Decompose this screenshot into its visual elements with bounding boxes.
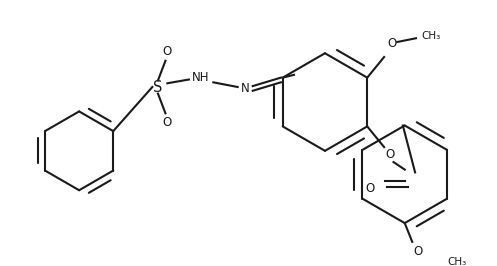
Text: O: O [387, 37, 396, 50]
Text: CH₃: CH₃ [448, 257, 467, 266]
Text: O: O [163, 45, 172, 58]
Text: NH: NH [191, 71, 209, 84]
Text: O: O [385, 148, 395, 161]
Text: CH₃: CH₃ [421, 31, 441, 41]
Text: O: O [365, 182, 375, 195]
Text: S: S [153, 80, 163, 94]
Text: O: O [163, 116, 172, 129]
Text: N: N [241, 82, 249, 95]
Text: O: O [413, 245, 422, 258]
